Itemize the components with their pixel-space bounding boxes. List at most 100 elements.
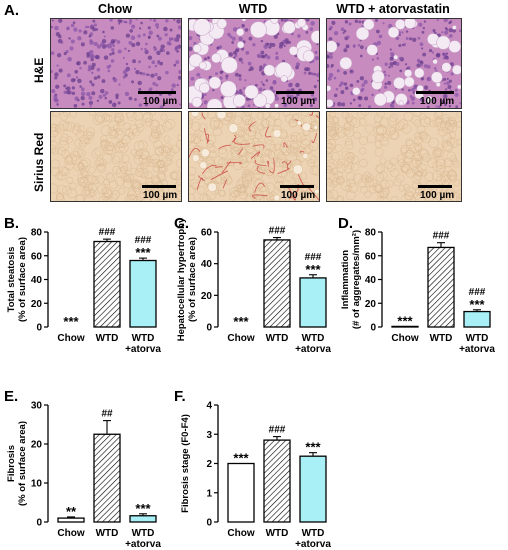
significance-vs-chow: ##	[101, 409, 113, 420]
panel-letter: B.	[4, 215, 19, 232]
bar-wtd	[263, 439, 291, 523]
column-header-wtd: WTD	[238, 2, 268, 16]
y-tick-label: 3	[206, 430, 212, 441]
bar-wtd-atorva	[299, 455, 327, 523]
significance-vs-wtd: ***	[135, 245, 151, 260]
y-tick-label: 20	[201, 291, 213, 302]
panel-a-letter: A.	[4, 2, 19, 19]
category-label: Chow	[227, 333, 254, 344]
y-tick-label: 0	[206, 323, 212, 334]
significance-vs-wtd: ***	[305, 262, 321, 277]
panel-letter: E.	[4, 388, 18, 405]
y-tick-label: 40	[201, 259, 213, 270]
category-label: Chow	[227, 528, 254, 539]
scale-bar	[142, 185, 176, 188]
y-tick-label: 20	[31, 440, 43, 451]
y-tick-label: 60	[201, 228, 213, 239]
significance-vs-wtd: ***	[233, 314, 249, 329]
category-label: WTD	[466, 333, 489, 344]
y-tick-label: 1	[206, 488, 212, 499]
category-label: Chow	[391, 333, 418, 344]
chart-total-steatosis: B. 0 20 40 60 80 Total steatosis (% of surface …	[4, 215, 161, 355]
significance-vs-chow: ###	[135, 235, 152, 246]
y-tick-label: 0	[370, 323, 376, 334]
scale-bar-label: 100 µm	[420, 190, 455, 201]
category-label: Chow	[57, 528, 84, 539]
y-tick-label: 40	[365, 275, 377, 286]
column-header-wtd-atorvastatin: WTD + atorvastatin	[336, 2, 450, 16]
category-label: WTD	[266, 528, 289, 539]
y-axis-label: Hepatocellular hypertrophy	[176, 217, 187, 341]
y-axis-label: (% of surface area)	[187, 237, 198, 322]
category-label: WTD	[132, 333, 155, 344]
category-label: WTD	[96, 333, 119, 344]
significance-vs-wtd: ***	[397, 313, 413, 328]
micrograph-he-wtd	[188, 18, 320, 109]
scale-bar-label: 100 µm	[281, 190, 316, 201]
panel-letter: F.	[174, 388, 186, 405]
micrograph-sirius-wtd	[188, 111, 320, 202]
y-tick-label: 10	[31, 479, 43, 490]
chart-hepatocellular-hypertrophy: C. 0 20 40 60 Hepatocellular hypertrophy (% of…	[174, 215, 331, 355]
significance-vs-chow: ###	[99, 227, 116, 238]
y-axis-label: Fibrosis stage (F0-F4)	[180, 414, 191, 513]
y-axis-label: (% of surface area)	[17, 421, 28, 506]
micrograph-he-wtd-atorvastatin	[326, 18, 462, 109]
panel-letter: D.	[338, 215, 353, 232]
chart-inflammation: D. 0 20 40 60 80 Inflammation (# of aggregates/…	[338, 215, 495, 355]
significance-vs-chow: ###	[469, 287, 486, 298]
bar-chow	[391, 325, 419, 328]
y-tick-label: 40	[31, 275, 43, 286]
category-label: WTD	[266, 333, 289, 344]
scale-bar-label: 100 µm	[281, 96, 316, 107]
significance-vs-wtd: ***	[135, 501, 151, 516]
micrograph-sirius-wtd-atorvastatin	[326, 111, 462, 202]
bar-chow	[227, 462, 255, 523]
bar-wtd-atorva	[463, 310, 491, 328]
y-tick-label: 20	[31, 299, 43, 310]
significance-vs-chow: ###	[305, 252, 322, 263]
chart-fibrosis: E. 0 10 20 30 Fibrosis (% of surface area) ** Ch…	[4, 388, 161, 550]
category-label: WTD	[132, 528, 155, 539]
y-tick-label: 0	[206, 518, 212, 529]
significance-vs-wtd: ***	[233, 451, 249, 466]
category-label: WTD	[302, 528, 325, 539]
significance-vs-wtd: **	[66, 504, 77, 519]
chart-fibrosis-stage: F. 0 1 2 3 4 Fibrosis stage (F0-F4) *** Chow ### W…	[174, 388, 331, 550]
panel-letter: C.	[174, 215, 189, 232]
category-label: +atorva	[295, 344, 331, 355]
micrograph-sirius-chow	[50, 111, 182, 202]
bar-wtd	[263, 239, 291, 328]
scale-bar-label: 100 µm	[143, 96, 178, 107]
scale-bar-label: 100 µm	[420, 96, 455, 107]
category-label: WTD	[430, 333, 453, 344]
y-axis-label: Inflammation	[340, 250, 351, 309]
scale-bar	[280, 185, 314, 188]
y-axis-label: (# of aggregates/mm²)	[351, 230, 362, 329]
category-label: +atorva	[125, 344, 161, 355]
bar-wtd	[93, 240, 121, 328]
y-tick-label: 60	[31, 251, 43, 262]
bar-wtd-atorva	[129, 515, 157, 523]
y-tick-label: 80	[365, 228, 377, 239]
significance-vs-wtd: ***	[305, 440, 321, 455]
row-header-sirius-red: Sirius Red	[32, 132, 46, 192]
scale-bar	[418, 185, 452, 188]
scale-bar	[138, 91, 176, 94]
y-axis-label: Total steatosis	[6, 247, 17, 313]
category-label: +atorva	[125, 539, 161, 550]
row-header-he: H&E	[32, 57, 46, 83]
column-header-chow: Chow	[97, 2, 133, 16]
y-axis-label: Fibrosis	[6, 445, 17, 482]
category-label: +atorva	[459, 344, 495, 355]
y-tick-label: 20	[365, 299, 377, 310]
category-label: WTD	[96, 528, 119, 539]
y-axis-label: (% of surface area)	[17, 237, 28, 322]
y-tick-label: 2	[206, 459, 212, 470]
significance-vs-wtd: ***	[63, 314, 79, 329]
y-tick-label: 4	[206, 401, 212, 412]
y-tick-label: 30	[31, 401, 43, 412]
category-label: +atorva	[295, 539, 331, 550]
bar-wtd	[427, 246, 455, 328]
category-label: Chow	[57, 333, 84, 344]
